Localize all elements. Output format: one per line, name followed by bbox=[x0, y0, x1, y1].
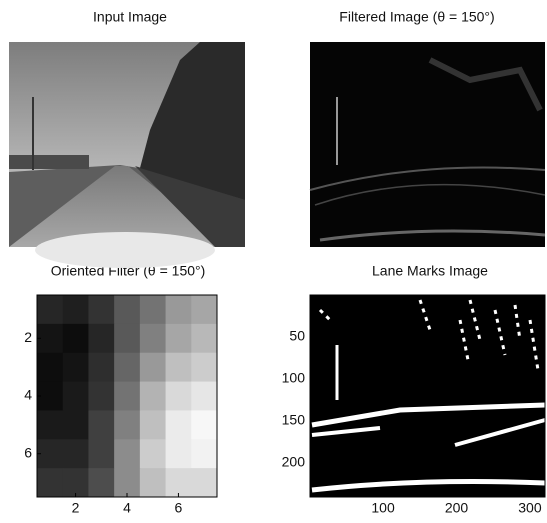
y-tick-label: 150 bbox=[282, 412, 306, 428]
input-photo bbox=[9, 42, 245, 268]
heatmap-cell bbox=[63, 295, 89, 324]
filtered-photo bbox=[310, 42, 545, 247]
x-tick-label: 200 bbox=[445, 500, 469, 516]
x-tick-label: 300 bbox=[518, 500, 542, 516]
heatmap-cell bbox=[140, 324, 166, 353]
heatmap-cell bbox=[37, 410, 63, 439]
heatmap-cell bbox=[37, 295, 63, 324]
x-tick-label: 6 bbox=[175, 500, 183, 516]
heatmap-cell bbox=[88, 410, 114, 439]
heatmap-cell bbox=[166, 324, 192, 353]
heatmap-cell bbox=[88, 382, 114, 411]
heatmap-cell bbox=[114, 353, 140, 382]
heatmap-cell bbox=[191, 324, 217, 353]
heatmap-cell bbox=[37, 468, 63, 497]
heatmap-cell bbox=[114, 382, 140, 411]
heatmap-cell bbox=[63, 324, 89, 353]
lane-mask bbox=[310, 295, 545, 497]
heatmap-cell bbox=[63, 410, 89, 439]
heatmap-cell bbox=[140, 439, 166, 468]
y-tick-label: 200 bbox=[282, 454, 306, 470]
heatmap-cell bbox=[166, 439, 192, 468]
heatmap-cell bbox=[88, 295, 114, 324]
y-tick-label: 100 bbox=[282, 369, 306, 385]
x-tick-label: 2 bbox=[72, 500, 80, 516]
subplot-title: Input Image bbox=[93, 9, 167, 25]
heatmap-cell bbox=[191, 382, 217, 411]
heatmap-cell bbox=[88, 468, 114, 497]
heatmap-cell bbox=[63, 382, 89, 411]
heatmap-cell bbox=[88, 324, 114, 353]
heatmap-cell bbox=[140, 468, 166, 497]
heatmap-cell bbox=[88, 439, 114, 468]
heatmap-cell bbox=[166, 353, 192, 382]
heatmap-cell bbox=[37, 353, 63, 382]
heatmap-cell bbox=[166, 295, 192, 324]
heatmap-cell bbox=[114, 439, 140, 468]
heatmap-cell bbox=[114, 324, 140, 353]
heatmap-cell bbox=[140, 353, 166, 382]
heatmap-cell bbox=[140, 382, 166, 411]
heatmap-cell bbox=[140, 295, 166, 324]
page: Input Image Filtered Image (θ = 150°) Or… bbox=[0, 0, 547, 523]
figure: Input Image Filtered Image (θ = 150°) Or… bbox=[0, 0, 547, 518]
heatmap-cell bbox=[140, 410, 166, 439]
heatmap-cell bbox=[191, 295, 217, 324]
heatmap-cell bbox=[166, 410, 192, 439]
heatmap-cell bbox=[114, 295, 140, 324]
y-tick-label: 4 bbox=[24, 387, 32, 403]
x-tick-label: 100 bbox=[371, 500, 395, 516]
subplot-title: Lane Marks Image bbox=[372, 263, 488, 279]
heatmap-cell bbox=[191, 410, 217, 439]
heatmap-cell bbox=[191, 439, 217, 468]
y-tick-label: 2 bbox=[24, 329, 32, 345]
heatmap-cell bbox=[191, 468, 217, 497]
y-tick-label: 6 bbox=[24, 444, 32, 460]
heatmap-cell bbox=[63, 353, 89, 382]
y-tick-label: 50 bbox=[289, 327, 305, 343]
heatmap-cell bbox=[191, 353, 217, 382]
heatmap-cell bbox=[88, 353, 114, 382]
subplot-title: Filtered Image (θ = 150°) bbox=[339, 9, 494, 25]
x-tick-label: 4 bbox=[123, 500, 131, 516]
heatmap-cell bbox=[166, 382, 192, 411]
heatmap-cell bbox=[114, 410, 140, 439]
heatmap-cell bbox=[63, 439, 89, 468]
